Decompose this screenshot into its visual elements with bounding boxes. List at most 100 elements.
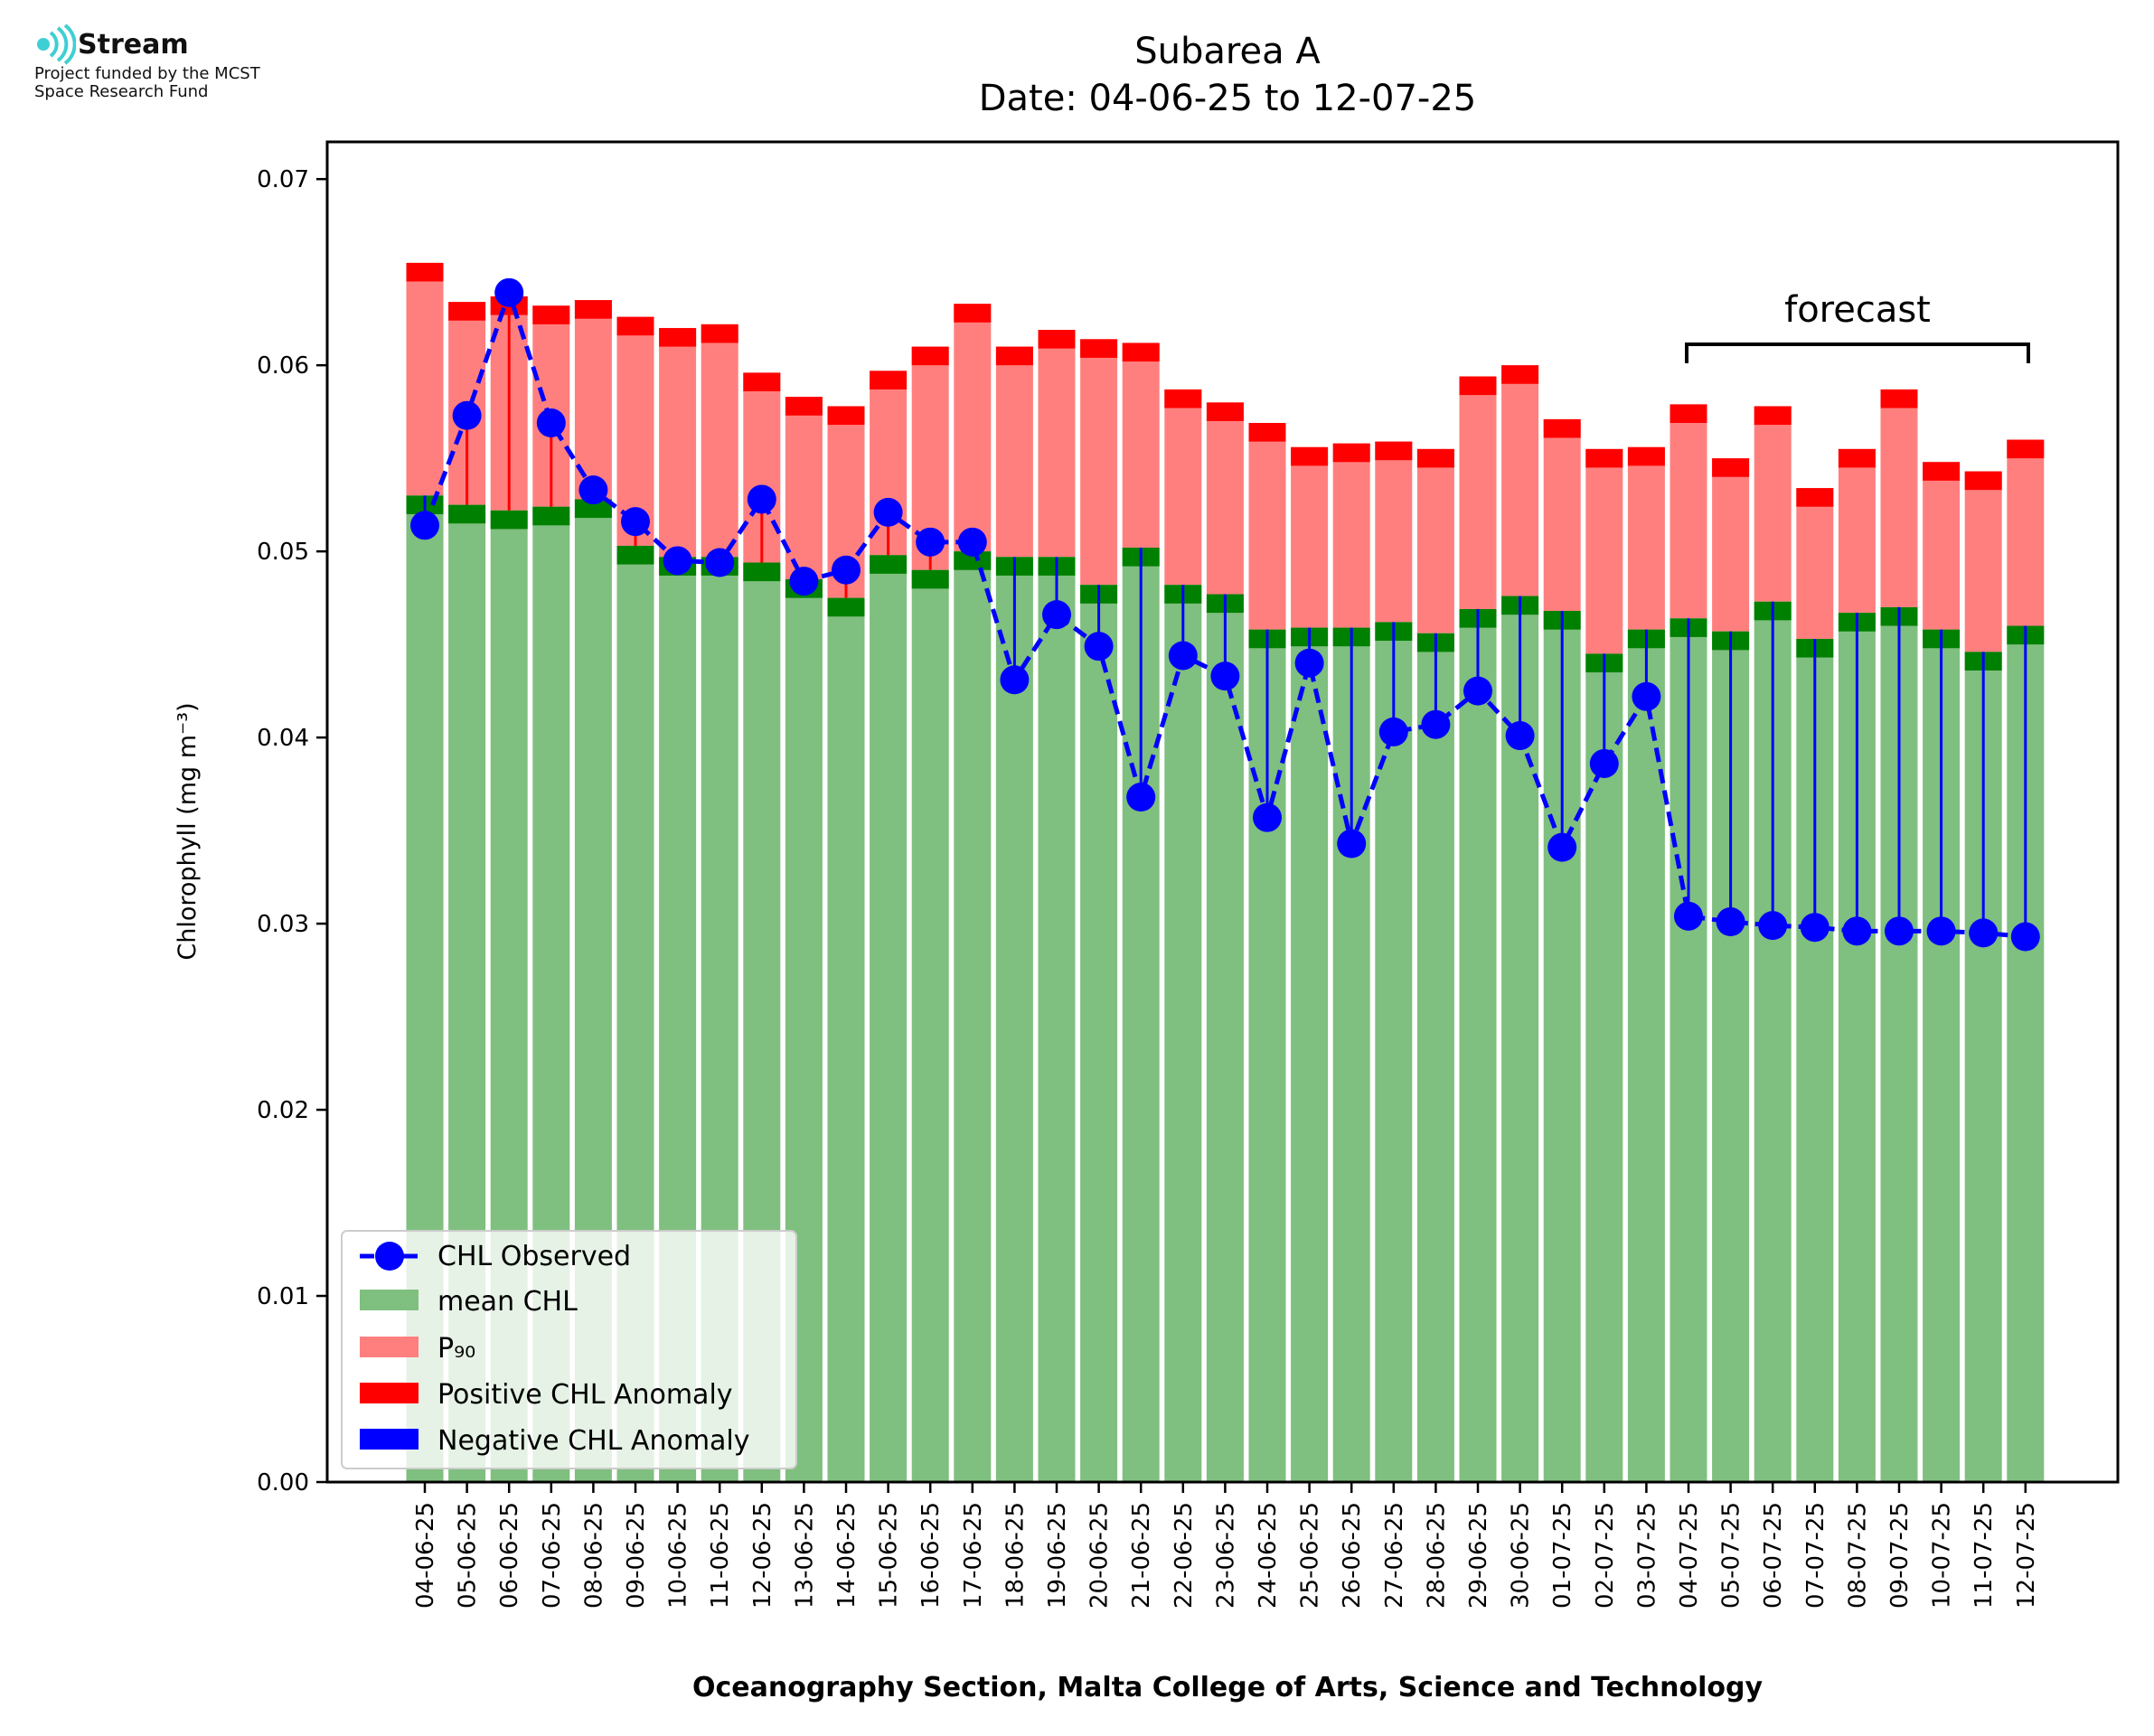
y-axis-label: Chlorophyll (mg m⁻³) — [174, 702, 202, 960]
x-tick-label: 05-07-25 — [1718, 1502, 1745, 1609]
x-tick-label: 09-07-25 — [1886, 1502, 1914, 1609]
chl-observed-point — [1378, 717, 1408, 746]
x-axis-label: Oceanography Section, Malta College of A… — [692, 1672, 1764, 1703]
stream-logo: Stream Project funded by the MCST Space … — [34, 23, 260, 101]
y-tick-label: 0.07 — [257, 166, 309, 193]
p90-band — [1501, 365, 1539, 384]
mean-chl-bar — [1038, 557, 1076, 1482]
x-tick-label: 10-07-25 — [1929, 1502, 1956, 1609]
p90-band — [1375, 441, 1413, 461]
p90-bar — [954, 304, 992, 552]
p90-band — [1585, 448, 1623, 468]
p90-band — [1712, 458, 1750, 477]
x-tick-label: 28-06-25 — [1423, 1502, 1450, 1609]
chl-observed-point — [1000, 665, 1030, 695]
legend-entry-p90: P₉₀ — [360, 1333, 475, 1365]
chl-observed-point — [747, 484, 776, 514]
x-tick-label: 26-06-25 — [1339, 1502, 1366, 1609]
chl-observed-point — [1969, 918, 1999, 948]
p90-bar — [1796, 488, 1834, 639]
chl-observed-point — [1505, 721, 1535, 751]
legend: CHL Observed mean CHL P₉₀ Positive CHL A… — [341, 1230, 797, 1469]
x-tick-label: 17-06-25 — [960, 1502, 987, 1609]
x-tick-label: 18-06-25 — [1002, 1502, 1029, 1609]
p90-bar — [1332, 443, 1370, 628]
p90-band — [1206, 402, 1244, 421]
x-tick-label: 08-07-25 — [1844, 1502, 1871, 1609]
chl-observed-point — [452, 400, 482, 430]
legend-entry-negative-anomaly: Negative CHL Anomaly — [360, 1425, 750, 1457]
chl-observed-point — [1421, 709, 1451, 739]
chart-title: Subarea A — [1134, 31, 1321, 72]
chl-observed-point — [1885, 916, 1914, 946]
mean-chl-bar — [1459, 608, 1497, 1482]
p90-band — [911, 346, 949, 366]
x-tick-label: 04-06-25 — [412, 1502, 439, 1609]
mean-chl-bar — [1375, 622, 1413, 1482]
legend-entry-chl-observed: CHL Observed — [360, 1241, 631, 1272]
p90-bar — [1880, 389, 1918, 607]
chl-observed-point — [916, 527, 945, 557]
p90-bar — [1754, 406, 1792, 602]
p90-bar — [2007, 439, 2045, 626]
p90-band — [1164, 389, 1202, 408]
mean-chl-bar — [1291, 627, 1329, 1482]
x-tick-label: 07-07-25 — [1802, 1502, 1829, 1609]
x-tick-label: 12-07-25 — [2013, 1502, 2040, 1609]
p90-band — [743, 372, 781, 392]
chl-observed-point — [663, 546, 692, 576]
p90-bar — [1459, 376, 1497, 609]
p90-band — [1838, 448, 1876, 468]
p90-bar — [1206, 402, 1244, 595]
chl-observed-point — [1126, 783, 1156, 812]
legend-label-negative-anomaly: Negative CHL Anomaly — [437, 1425, 750, 1457]
mean-chl-bar — [995, 557, 1033, 1482]
forecast-annotation: forecast — [1685, 289, 2030, 363]
p90-bar — [1838, 448, 1876, 614]
y-tick-label: 0.01 — [257, 1283, 309, 1310]
p90-band — [532, 305, 570, 324]
p90-band — [2007, 439, 2045, 459]
y-tick-label: 0.00 — [257, 1469, 309, 1497]
p90-band — [574, 300, 612, 319]
p90-bar — [1038, 330, 1076, 558]
p90-band — [1670, 404, 1707, 424]
chl-observed-point — [1210, 662, 1240, 691]
p90-band — [1332, 443, 1370, 463]
p90-bar — [995, 346, 1033, 558]
chl-observed-point — [1632, 681, 1661, 711]
p90-band — [785, 397, 823, 416]
p90-band — [1923, 462, 1961, 481]
mean-chl-band — [616, 545, 654, 565]
p90-bar — [1080, 339, 1118, 586]
p90-band — [1459, 376, 1497, 396]
mean-chl-band — [954, 551, 992, 570]
p90-bar — [1712, 458, 1750, 632]
x-tick-label: 13-06-25 — [791, 1502, 818, 1609]
p90-band — [1627, 446, 1665, 466]
x-tick-label: 12-06-25 — [749, 1502, 776, 1609]
p90-bar — [1964, 471, 2002, 652]
p90-band — [1416, 448, 1454, 468]
mean-chl-band — [911, 569, 949, 589]
x-tick-label: 09-06-25 — [623, 1502, 650, 1609]
mean-chl-band — [490, 510, 528, 530]
chl-observed-point — [705, 548, 735, 577]
legend-box — [341, 1230, 797, 1469]
mean-chl-bar — [911, 569, 949, 1482]
chart-subtitle: Date: 04-06-25 to 12-07-25 — [979, 78, 1477, 119]
x-tick-label: 04-07-25 — [1676, 1502, 1703, 1609]
p90-band — [870, 371, 908, 389]
y-tick-label: 0.02 — [257, 1097, 309, 1124]
p90-bar — [701, 324, 738, 558]
x-tick-label: 21-06-25 — [1128, 1502, 1155, 1609]
mean-chl-band — [870, 555, 908, 574]
chl-observed-point — [621, 507, 650, 537]
p90-bar — [1670, 404, 1707, 619]
legend-label-positive-anomaly: Positive CHL Anomaly — [437, 1379, 733, 1411]
x-tick-label: 19-06-25 — [1044, 1502, 1071, 1609]
x-tick-label: 29-06-25 — [1465, 1502, 1492, 1609]
p90-bar — [1291, 446, 1329, 628]
p90-band — [701, 324, 738, 343]
y-tick-label: 0.04 — [257, 725, 309, 752]
